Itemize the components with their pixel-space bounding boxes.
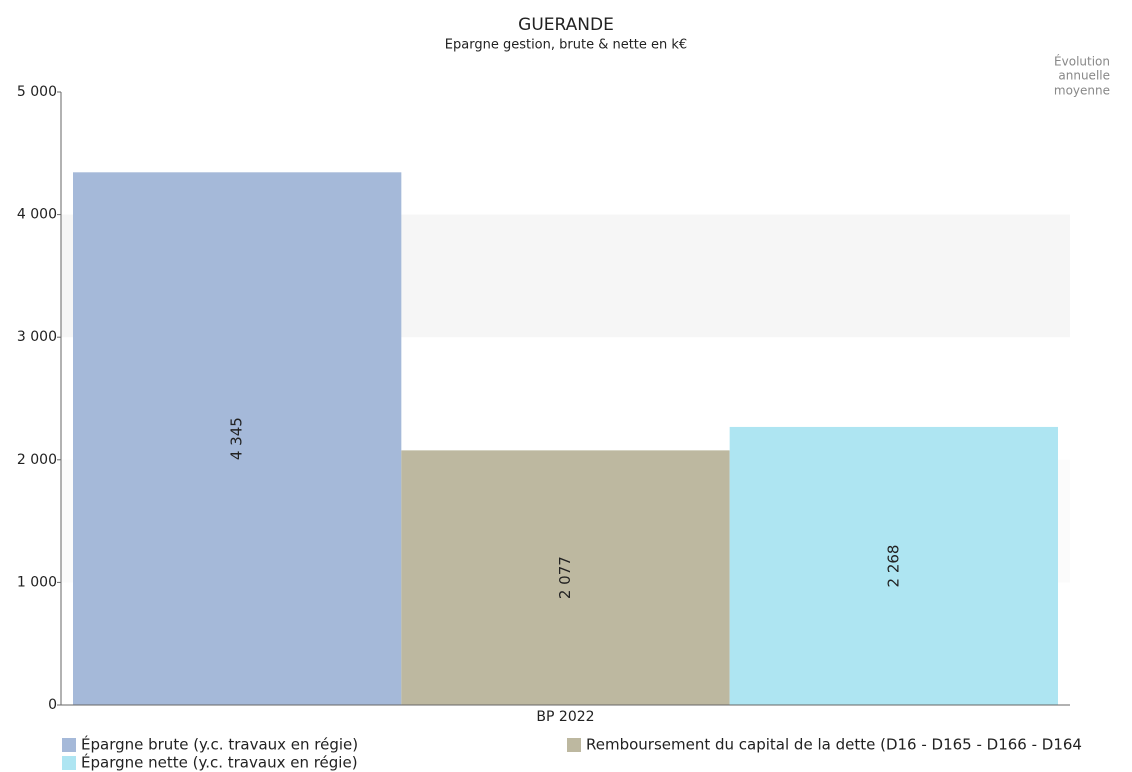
legend-label: Épargne nette (y.c. travaux en régie) [81,753,358,772]
legend-label: Remboursement du capital de la dette (D1… [586,736,1082,754]
bar [401,450,730,705]
value-label: 2 268 [884,544,902,587]
value-label: 4 345 [228,417,246,460]
bar [729,426,1058,705]
value-label: 2 077 [556,556,574,599]
legend-swatch [567,738,581,752]
annotation: moyenne [1054,84,1110,98]
y-tick-label: 5 000 [17,84,57,100]
y-tick-label: 4 000 [17,207,57,223]
legend-swatch [62,756,76,770]
y-tick-label: 0 [48,697,57,713]
annotation: Évolution [1054,54,1110,69]
annotation: annuelle [1058,69,1110,83]
x-tick-label: BP 2022 [536,709,594,725]
bar [73,172,402,706]
chart-title: GUERANDE [518,15,614,35]
y-tick-label: 2 000 [17,452,57,468]
y-tick-label: 3 000 [17,329,57,345]
legend-label: Épargne brute (y.c. travaux en régie) [81,735,358,754]
y-tick-label: 1 000 [17,574,57,590]
legend-swatch [62,738,76,752]
chart-subtitle: Epargne gestion, brute & nette en k€ [445,38,687,53]
